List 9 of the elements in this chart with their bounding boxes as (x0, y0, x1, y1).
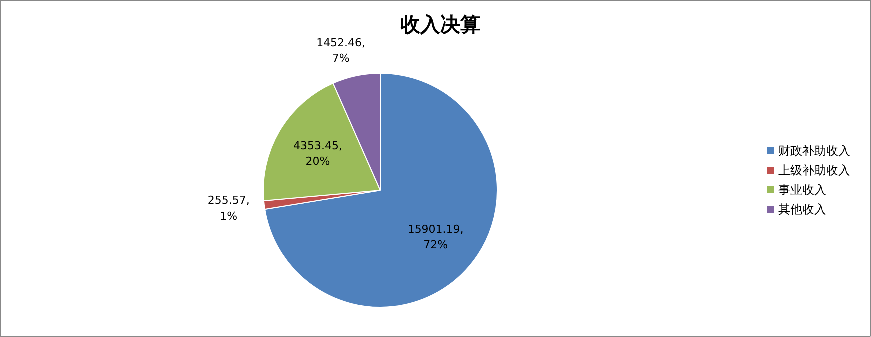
legend-label: 其他收入 (778, 202, 826, 216)
data-label: 255.57, 1% (208, 194, 250, 223)
legend-label: 事业收入 (778, 183, 826, 197)
chart-title: 收入决算 (400, 12, 480, 36)
data-label: 15901.19, 72% (408, 223, 464, 252)
data-label: 4353.45, 20% (294, 139, 342, 168)
legend-label: 财政补助收入 (778, 144, 850, 158)
data-label: 1452.46, 7% (316, 36, 366, 66)
legend-label: 上级补助收入 (778, 164, 850, 178)
